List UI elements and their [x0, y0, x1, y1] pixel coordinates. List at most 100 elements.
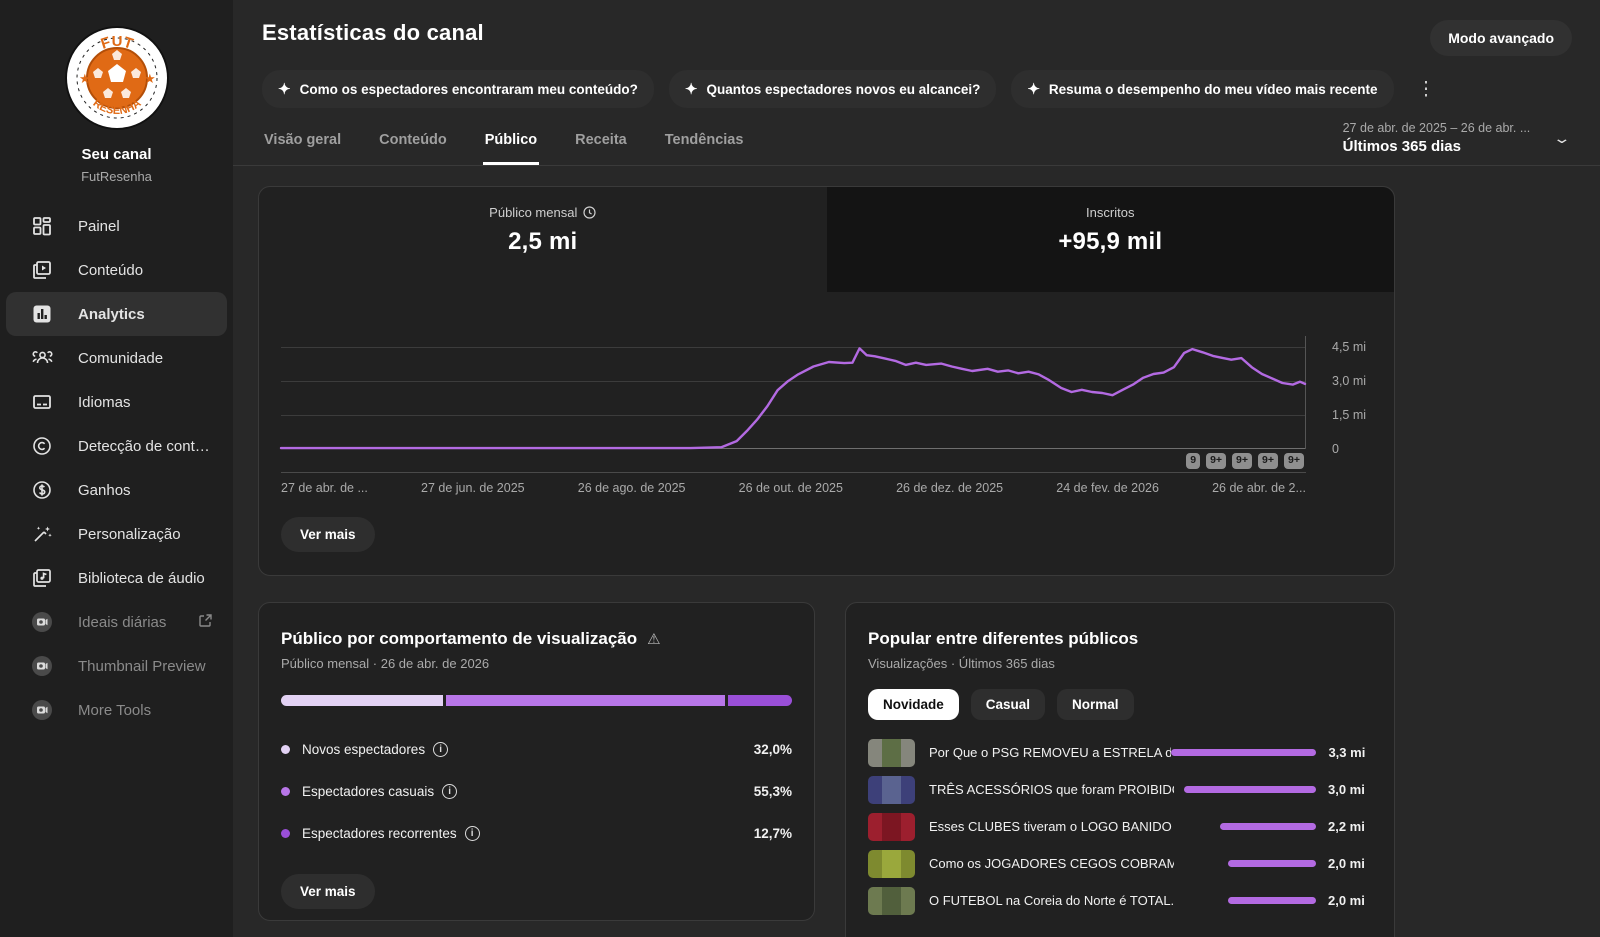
advanced-mode-button[interactable]: Modo avançado: [1430, 20, 1572, 56]
x-axis: 27 de abr. de ... 27 de jun. de 2025 26 …: [281, 471, 1306, 495]
legend-value: 55,3%: [753, 783, 792, 799]
video-list: Por Que o PSG REMOVEU a ESTRELA da ... 3…: [868, 734, 1372, 919]
avatar-logo-top-text: FUT: [98, 33, 134, 53]
legend-dot: [281, 786, 290, 796]
segment-novos[interactable]: [281, 695, 443, 706]
popular-card: Popular entre diferentes públicos Visual…: [845, 602, 1395, 937]
earnings-icon: [30, 478, 54, 502]
subtitles-icon: [30, 390, 54, 414]
metric-label: Inscritos: [1086, 205, 1135, 220]
warning-icon: ⚠: [647, 631, 661, 648]
info-icon[interactable]: i: [464, 825, 480, 841]
video-row[interactable]: Por Que o PSG REMOVEU a ESTRELA da ... 3…: [868, 734, 1372, 771]
sidebar-item-biblioteca[interactable]: Biblioteca de áudio: [6, 556, 227, 600]
sidebar-item-ideais-diarias[interactable]: Ideais diárias: [6, 600, 227, 644]
sparkle-icon: ✦: [1027, 81, 1040, 98]
video-title: O FUTEBOL na Coreia do Norte é TOTAL...: [929, 893, 1174, 908]
chip-casual[interactable]: Casual: [970, 689, 1046, 720]
sidebar-item-ganhos[interactable]: Ganhos: [6, 468, 227, 512]
overflow-badge[interactable]: 9+: [1258, 453, 1279, 469]
ver-mais-button[interactable]: Ver mais: [281, 874, 375, 909]
channel-avatar[interactable]: FUT RESENHA ★ ★: [64, 26, 169, 130]
sidebar: FUT RESENHA ★ ★ Seu canal FutResenha Pai…: [0, 0, 233, 937]
sidebar-item-label: Ganhos: [78, 481, 131, 499]
overflow-badge[interactable]: 9+: [1284, 453, 1304, 469]
video-row[interactable]: TRÊS ACESSÓRIOS que foram PROIBIDO... 3,…: [868, 771, 1372, 808]
date-range-picker[interactable]: 27 de abr. de 2025 – 26 de abr. ... Últi…: [1339, 115, 1572, 165]
metric-tile-publico-mensal[interactable]: Público mensal 2,5 mi: [259, 187, 827, 292]
ai-chip-3[interactable]: ✦ Resuma o desempenho do meu vídeo mais …: [1011, 70, 1394, 108]
sidebar-menu: Painel Conteúdo Analytics Comunidade Idi…: [0, 204, 233, 732]
avatar-logo-bottom-text: RESENHA: [90, 97, 143, 117]
ai-chip-label: Como os espectadores encontraram meu con…: [299, 81, 638, 97]
copyright-icon: [30, 434, 54, 458]
sidebar-item-deteccao[interactable]: Detecção de conteúdo: [6, 424, 227, 468]
overflow-badge[interactable]: 9+: [1232, 453, 1253, 469]
sidebar-item-idiomas[interactable]: Idiomas: [6, 380, 227, 424]
info-icon[interactable]: i: [442, 783, 458, 799]
sidebar-item-label: Biblioteca de áudio: [78, 569, 205, 587]
chip-novidade[interactable]: Novidade: [868, 689, 959, 720]
sidebar-item-label: Analytics: [78, 305, 145, 323]
video-row[interactable]: Como os JOGADORES CEGOS COBRAM ... 2,0 m…: [868, 845, 1372, 882]
legend-row-recorrentes: Espectadores recorrentes i 12,7%: [281, 812, 792, 854]
video-row[interactable]: Esses CLUBES tiveram o LOGO BANIDO ... 2…: [868, 808, 1372, 845]
ai-chip-1[interactable]: ✦ Como os espectadores encontraram meu c…: [262, 70, 654, 108]
analytics-icon: [30, 302, 54, 326]
behavior-card: Público por comportamento de visualizaçã…: [258, 602, 815, 921]
views-bar: [1227, 860, 1316, 867]
sidebar-item-painel[interactable]: Painel: [6, 204, 227, 248]
clock-icon: [583, 206, 596, 219]
card-title: Popular entre diferentes públicos: [868, 629, 1139, 648]
y-axis: 4,5 mi 3,0 mi 1,5 mi 0: [1306, 336, 1394, 456]
sidebar-item-comunidade[interactable]: Comunidade: [6, 336, 227, 380]
segment-casuais[interactable]: [445, 695, 725, 706]
sparkle-icon: ✦: [684, 81, 698, 98]
tab-publico[interactable]: Público: [482, 114, 540, 165]
audience-filter-chips: Novidade Casual Normal: [868, 689, 1372, 720]
info-icon[interactable]: i: [433, 741, 449, 757]
more-options-kebab-icon[interactable]: ⋮: [1409, 76, 1444, 103]
legend-dot: [281, 828, 290, 838]
video-thumbnail: [868, 775, 915, 804]
sidebar-item-more-tools[interactable]: More Tools: [6, 688, 227, 732]
y-tick: 0: [1332, 442, 1339, 456]
metric-tile-inscritos[interactable]: Inscritos +95,9 mil: [826, 187, 1394, 292]
tab-conteudo[interactable]: Conteúdo: [379, 132, 447, 148]
y-tick: 3,0 mi: [1332, 374, 1367, 389]
sidebar-item-analytics[interactable]: Analytics: [6, 292, 227, 336]
analytics-tabs: Visão geral Conteúdo Público Receita Ten…: [262, 114, 745, 165]
page-title: Estatísticas do canal: [262, 20, 484, 45]
card-title: Público por comportamento de visualizaçã…: [281, 629, 638, 648]
legend-value: 12,7%: [753, 825, 792, 841]
channel-label: Seu canal: [81, 146, 152, 163]
sidebar-item-thumbnail-preview[interactable]: Thumbnail Preview: [6, 644, 227, 688]
metric-value: 2,5 mi: [508, 228, 578, 255]
overflow-badge[interactable]: 9+: [1206, 453, 1227, 469]
segment-recorrentes[interactable]: [727, 695, 792, 706]
legend-row-casuais: Espectadores casuais i 55,3%: [281, 770, 792, 812]
line-chart-plot[interactable]: [279, 336, 1307, 450]
tool-badge-icon: [30, 654, 54, 678]
overflow-badge[interactable]: 9: [1186, 453, 1201, 469]
tab-tendencias[interactable]: Tendências: [664, 132, 744, 148]
sidebar-item-personalizacao[interactable]: Personalização: [6, 512, 227, 556]
legend-label: Espectadores recorrentes: [302, 825, 457, 841]
sidebar-item-conteudo[interactable]: Conteúdo: [6, 248, 227, 292]
views-bar: [1220, 823, 1316, 830]
tab-receita[interactable]: Receita: [575, 132, 627, 148]
views-bar: [1227, 897, 1316, 904]
chevron-down-icon: ⌄: [1552, 129, 1572, 146]
x-tick: 24 de fev. de 2026: [1056, 480, 1159, 495]
chip-normal[interactable]: Normal: [1057, 689, 1134, 720]
tab-visao-geral[interactable]: Visão geral: [264, 132, 342, 148]
ver-mais-button[interactable]: Ver mais: [281, 516, 375, 552]
overflow-badges-row: 9 9+ 9+ 9+ 9+: [281, 449, 1306, 472]
video-row[interactable]: O FUTEBOL na Coreia do Norte é TOTAL... …: [868, 882, 1372, 919]
video-title: Esses CLUBES tiveram o LOGO BANIDO ...: [929, 819, 1174, 834]
channel-name: FutResenha: [81, 169, 152, 184]
x-tick: 26 de out. de 2025: [738, 480, 843, 495]
ai-chip-2[interactable]: ✦ Quantos espectadores novos eu alcancei…: [668, 70, 997, 108]
sidebar-item-label: More Tools: [78, 701, 152, 719]
metric-label: Público mensal: [489, 205, 578, 220]
